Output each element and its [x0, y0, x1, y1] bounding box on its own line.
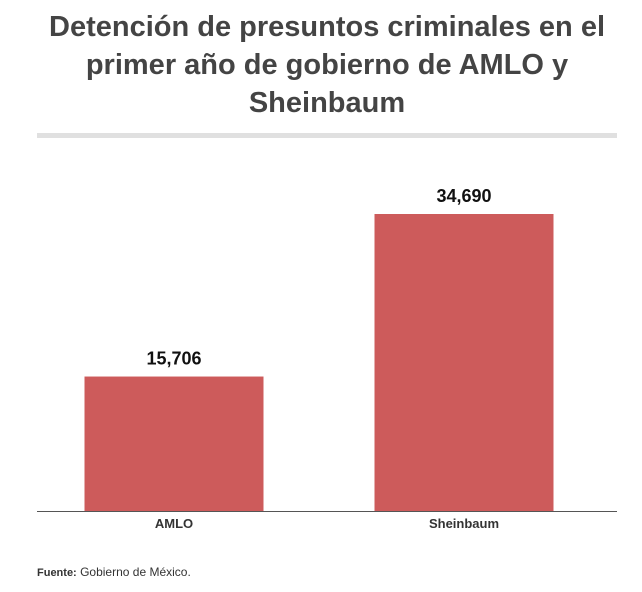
- value-label: 15,706: [146, 349, 201, 369]
- x-tick-label: AMLO: [155, 516, 193, 531]
- title-rule: [37, 133, 617, 138]
- source-note: Fuente: Gobierno de México.: [37, 565, 191, 579]
- bar: [84, 376, 264, 511]
- chart-title: Detención de presuntos criminales en el …: [49, 11, 605, 119]
- source-text: Gobierno de México.: [80, 565, 191, 579]
- value-label: 34,690: [436, 186, 491, 206]
- bar: [374, 214, 554, 511]
- x-tick-label: Sheinbaum: [429, 516, 499, 531]
- source-label: Fuente:: [37, 567, 77, 579]
